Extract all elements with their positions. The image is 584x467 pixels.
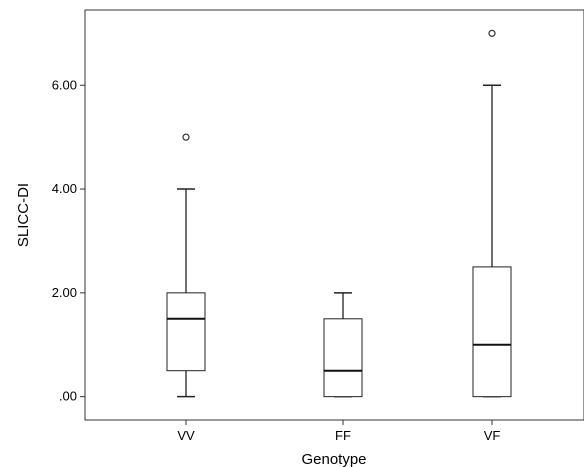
x-tick-label: VV	[177, 428, 195, 443]
y-tick-label: .00	[59, 389, 77, 404]
outlier-point	[488, 29, 496, 37]
outlier-point	[182, 133, 190, 141]
iqr-box	[166, 292, 206, 372]
box-vv	[166, 133, 206, 398]
plot-area	[84, 9, 584, 421]
x-axis-title: Genotype	[301, 451, 366, 467]
y-tick-label: 6.00	[52, 77, 77, 92]
y-tick-label: 2.00	[52, 285, 77, 300]
iqr-box	[323, 318, 363, 398]
box-vf	[472, 29, 512, 398]
iqr-box	[472, 266, 512, 398]
x-tick-label: FF	[335, 428, 351, 443]
box-ff	[323, 292, 363, 398]
boxes-group	[166, 29, 512, 398]
y-tick-label: 4.00	[52, 181, 77, 196]
y-axis-title: SLICC-DI	[15, 183, 32, 247]
y-axis: .00 2.00 4.00 6.00	[52, 77, 85, 404]
x-axis: VV FF VF	[177, 420, 500, 443]
x-tick-label: VF	[484, 428, 501, 443]
